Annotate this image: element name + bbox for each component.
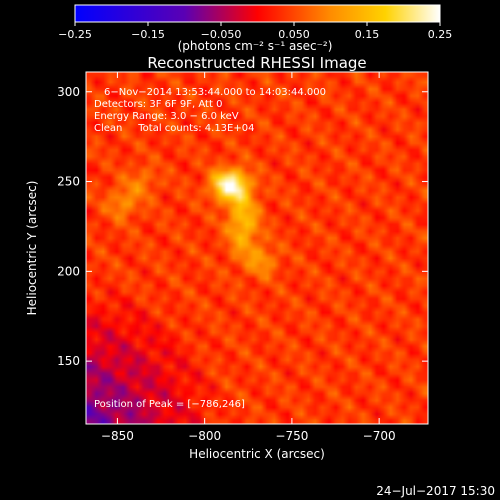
colorbar-tick-label: 0.15 (355, 28, 380, 41)
annotation-detectors: Detectors: 3F 6F 9F, Att 0 (94, 99, 222, 110)
annotation-block: 6−Nov−2014 13:53:44.000 to 14:03:44.000 … (94, 87, 326, 134)
x-tick-label: −750 (275, 429, 308, 443)
colorbar-tick-label: −0.15 (131, 28, 165, 41)
colorbar-tick-label: 0.25 (428, 28, 453, 41)
heatmap-image (86, 72, 428, 424)
annotation-time-range: 6−Nov−2014 13:53:44.000 to 14:03:44.000 (104, 87, 326, 98)
x-tick-label: −700 (363, 429, 396, 443)
colorbar: −0.25 −0.15 −0.050 0.050 0.15 0.25 (photons c… (58, 4, 452, 53)
peak-position-label: Position of Peak = [−786,246] (94, 399, 245, 410)
footer-timestamp: 24−Jul−2017 15:30 (376, 484, 495, 498)
plot-frame (85, 71, 429, 425)
colorbar-gradient (74, 4, 441, 23)
colorbar-ticks: −0.25 −0.15 −0.050 0.050 0.15 0.25 (58, 22, 452, 41)
annotation-energy-range: Energy Range: 3.0 − 6.0 keV (94, 111, 239, 122)
colorbar-tick-label: −0.25 (58, 28, 92, 41)
y-axis-ticks: 150 200 250 300 (57, 85, 428, 368)
colorbar-tick-label: −0.050 (201, 28, 242, 41)
x-axis-label: Heliocentric X (arcsec) (189, 447, 325, 461)
y-tick-label: 200 (57, 264, 80, 278)
annotation-clean-counts: Clean Total counts: 4.13E+04 (94, 123, 254, 134)
chart-title: Reconstructed RHESSI Image (147, 54, 366, 72)
x-axis-ticks: −850 −800 −750 −700 (101, 72, 396, 443)
colorbar-units-label: (photons cm⁻² s⁻¹ asec⁻²) (178, 39, 333, 53)
y-tick-label: 250 (57, 175, 80, 189)
y-tick-label: 300 (57, 85, 80, 99)
y-axis-label: Heliocentric Y (arcsec) (25, 181, 39, 316)
y-tick-label: 150 (57, 354, 80, 368)
x-tick-label: −800 (188, 429, 221, 443)
colorbar-tick-label: 0.050 (278, 28, 310, 41)
x-tick-label: −850 (101, 429, 134, 443)
heatmap-raster (86, 72, 428, 424)
